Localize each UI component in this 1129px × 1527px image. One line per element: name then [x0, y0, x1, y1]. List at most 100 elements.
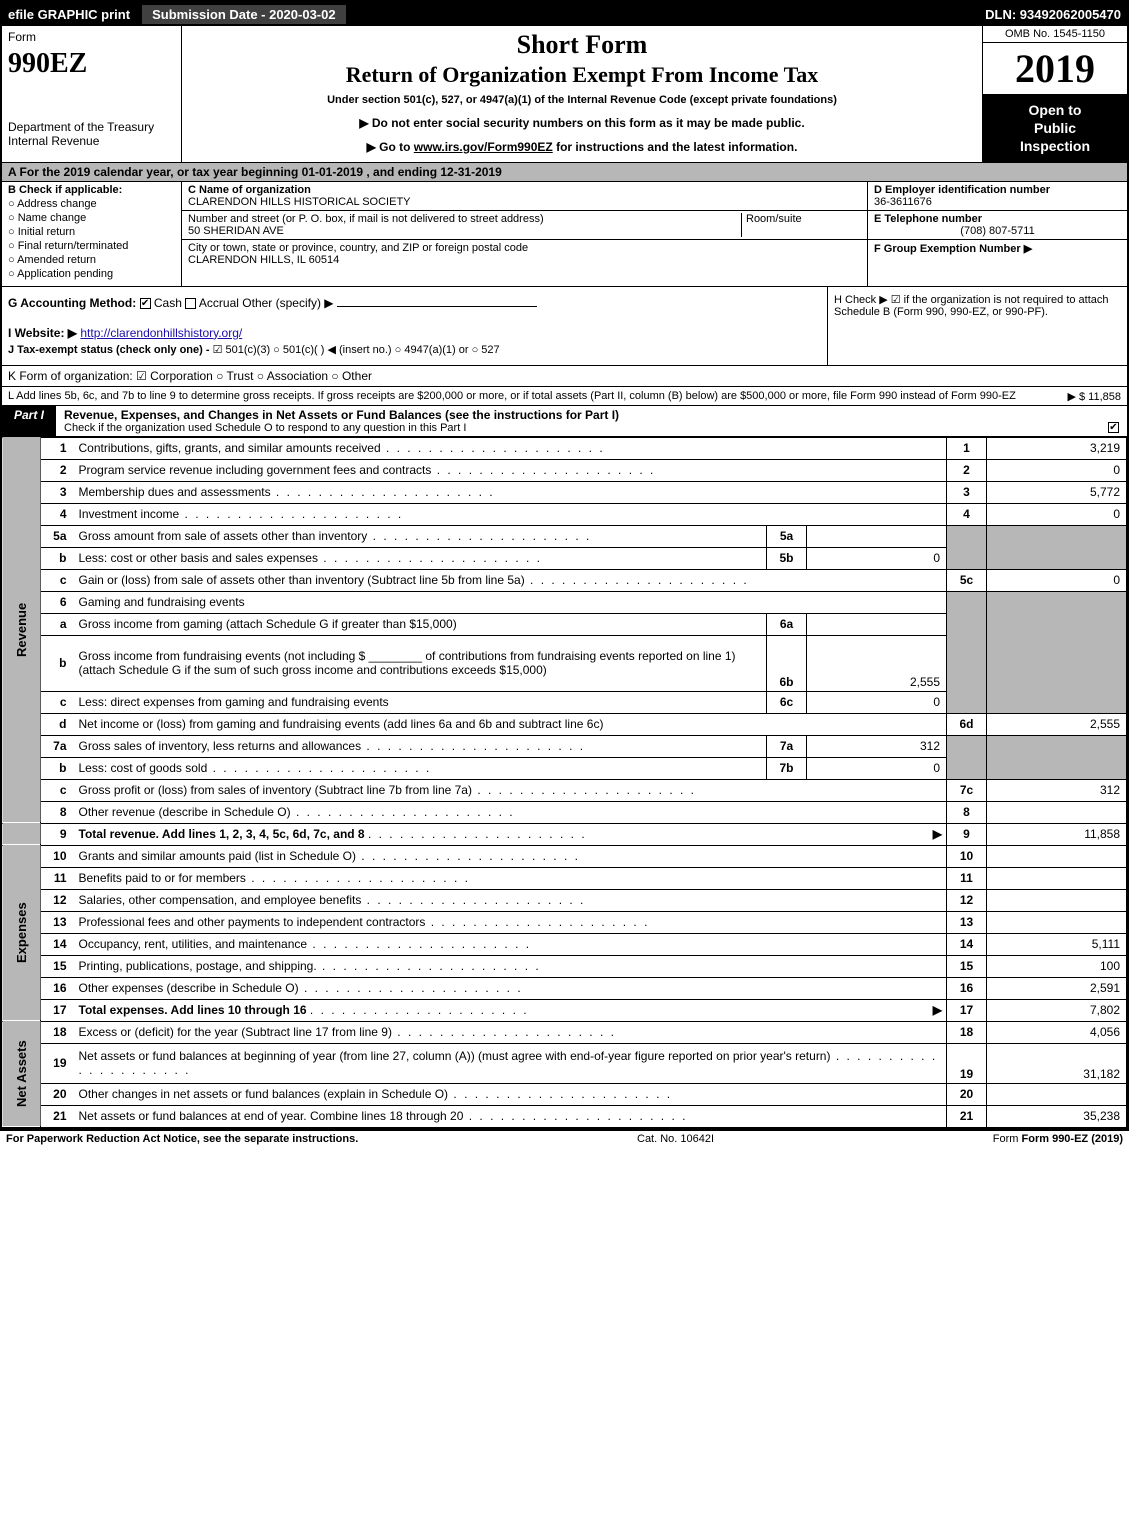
expenses-side-label: Expenses — [2, 845, 41, 1021]
line-desc: Other expenses (describe in Schedule O) — [75, 977, 947, 999]
line-boxnum: 15 — [947, 955, 987, 977]
gray-box — [947, 525, 987, 569]
e-label: E Telephone number — [874, 213, 1121, 225]
d-label: D Employer identification number — [874, 184, 1121, 196]
line-desc: Excess or (deficit) for the year (Subtra… — [75, 1021, 947, 1043]
g-accrual: Accrual — [199, 296, 239, 310]
org-name-row: C Name of organization CLARENDON HILLS H… — [182, 182, 867, 211]
room-label: Room/suite — [746, 213, 802, 225]
line-boxnum: 7c — [947, 779, 987, 801]
chk-address-change[interactable]: Address change — [8, 198, 175, 210]
line-boxnum: 12 — [947, 889, 987, 911]
form-word: Form — [8, 30, 175, 44]
phone-value: (708) 807-5711 — [874, 225, 1121, 237]
line-desc: Salaries, other compensation, and employ… — [75, 889, 947, 911]
line-boxnum: 9 — [947, 823, 987, 845]
inner-val: 0 — [807, 547, 947, 569]
website-link[interactable]: http://clarendonhillshistory.org/ — [80, 326, 242, 340]
table-row: 8 Other revenue (describe in Schedule O)… — [2, 801, 1127, 823]
part1-sub: Check if the organization used Schedule … — [64, 422, 1119, 434]
open-inspection: Open to Public Inspection — [983, 95, 1127, 162]
line-boxval — [987, 801, 1127, 823]
short-form-title: Short Form — [190, 30, 974, 60]
line-num: 19 — [41, 1043, 75, 1083]
line-desc: Gross income from fundraising events (no… — [75, 635, 767, 691]
table-row: 17 Total expenses. Add lines 10 through … — [2, 999, 1127, 1021]
goto-pre: ▶ Go to — [367, 140, 414, 154]
line-boxval — [987, 845, 1127, 867]
line-boxnum: 18 — [947, 1021, 987, 1043]
goto-post: for instructions and the latest informat… — [556, 140, 797, 154]
goto-link[interactable]: www.irs.gov/Form990EZ — [414, 140, 553, 154]
top-bar: efile GRAPHIC print Submission Date - 20… — [2, 2, 1127, 26]
line-num: 17 — [41, 999, 75, 1021]
chk-accrual[interactable] — [185, 298, 196, 309]
donot-notice: ▶ Do not enter social security numbers o… — [190, 116, 974, 130]
irs-label: Internal Revenue — [8, 134, 175, 148]
line-desc: Occupancy, rent, utilities, and maintena… — [75, 933, 947, 955]
g-line: G Accounting Method: Cash Accrual Other … — [8, 296, 821, 310]
arrow-icon: ▶ — [933, 1003, 942, 1017]
addr-value: 50 SHERIDAN AVE — [188, 225, 284, 237]
inner-val: 0 — [807, 691, 947, 713]
return-title: Return of Organization Exempt From Incom… — [190, 62, 974, 88]
open-line3: Inspection — [987, 137, 1123, 155]
g-other: Other (specify) ▶ — [242, 296, 333, 310]
footer-mid: Cat. No. 10642I — [358, 1133, 992, 1145]
line-desc: Net income or (loss) from gaming and fun… — [75, 713, 947, 735]
chk-amended-return[interactable]: Amended return — [8, 254, 175, 266]
goto-notice: ▶ Go to www.irs.gov/Form990EZ for instru… — [190, 140, 974, 154]
line-boxval — [987, 867, 1127, 889]
header-left: Form 990EZ Department of the Treasury In… — [2, 26, 182, 162]
inner-num: 6c — [767, 691, 807, 713]
chk-application-pending[interactable]: Application pending — [8, 268, 175, 280]
efile-label: efile GRAPHIC print — [2, 7, 136, 22]
table-row: Expenses 10 Grants and similar amounts p… — [2, 845, 1127, 867]
line-desc: Contributions, gifts, grants, and simila… — [75, 437, 947, 459]
inner-val: 2,555 — [807, 635, 947, 691]
table-row: 5a Gross amount from sale of assets othe… — [2, 525, 1127, 547]
line-boxval — [987, 889, 1127, 911]
phone-row: E Telephone number (708) 807-5711 — [868, 211, 1127, 240]
table-row: 4 Investment income 4 0 — [2, 503, 1127, 525]
chk-cash[interactable] — [140, 298, 151, 309]
g-other-input[interactable] — [337, 306, 537, 307]
line-boxnum: 1 — [947, 437, 987, 459]
table-row: 15 Printing, publications, postage, and … — [2, 955, 1127, 977]
part1-schedule-o-check[interactable] — [1108, 422, 1119, 433]
line-desc: Less: cost or other basis and sales expe… — [75, 547, 767, 569]
header-center: Short Form Return of Organization Exempt… — [182, 26, 982, 162]
line-desc: Less: cost of goods sold — [75, 757, 767, 779]
line-boxval — [987, 911, 1127, 933]
gray-box — [947, 735, 987, 779]
line-boxnum: 16 — [947, 977, 987, 999]
part1-title-text: Revenue, Expenses, and Changes in Net As… — [64, 408, 619, 422]
chk-initial-return[interactable]: Initial return — [8, 226, 175, 238]
line-num: 20 — [41, 1083, 75, 1105]
inner-num: 7b — [767, 757, 807, 779]
l-row: L Add lines 5b, 6c, and 7b to line 9 to … — [2, 387, 1127, 406]
c-label: C Name of organization — [188, 184, 411, 196]
chk-name-change[interactable]: Name change — [8, 212, 175, 224]
table-row: 7a Gross sales of inventory, less return… — [2, 735, 1127, 757]
ein-row: D Employer identification number 36-3611… — [868, 182, 1127, 211]
line-desc: Program service revenue including govern… — [75, 459, 947, 481]
part1-title: Revenue, Expenses, and Changes in Net As… — [56, 406, 1127, 436]
line-num: 3 — [41, 481, 75, 503]
line-num: 4 — [41, 503, 75, 525]
line-desc: Gaming and fundraising events — [75, 591, 947, 613]
side-blank — [2, 823, 41, 845]
part1-sub-text: Check if the organization used Schedule … — [64, 422, 466, 434]
gray-box — [987, 735, 1127, 779]
line-boxnum: 6d — [947, 713, 987, 735]
line-num: b — [41, 547, 75, 569]
line-boxnum: 10 — [947, 845, 987, 867]
chk-final-return[interactable]: Final return/terminated — [8, 240, 175, 252]
section-b: B Check if applicable: Address change Na… — [2, 182, 182, 286]
line-boxnum: 17 — [947, 999, 987, 1021]
under-section: Under section 501(c), 527, or 4947(a)(1)… — [190, 94, 974, 106]
line-desc: Printing, publications, postage, and shi… — [75, 955, 947, 977]
tax-year: 2019 — [983, 43, 1127, 95]
i-label: I Website: ▶ — [8, 326, 77, 340]
line-num: 6 — [41, 591, 75, 613]
